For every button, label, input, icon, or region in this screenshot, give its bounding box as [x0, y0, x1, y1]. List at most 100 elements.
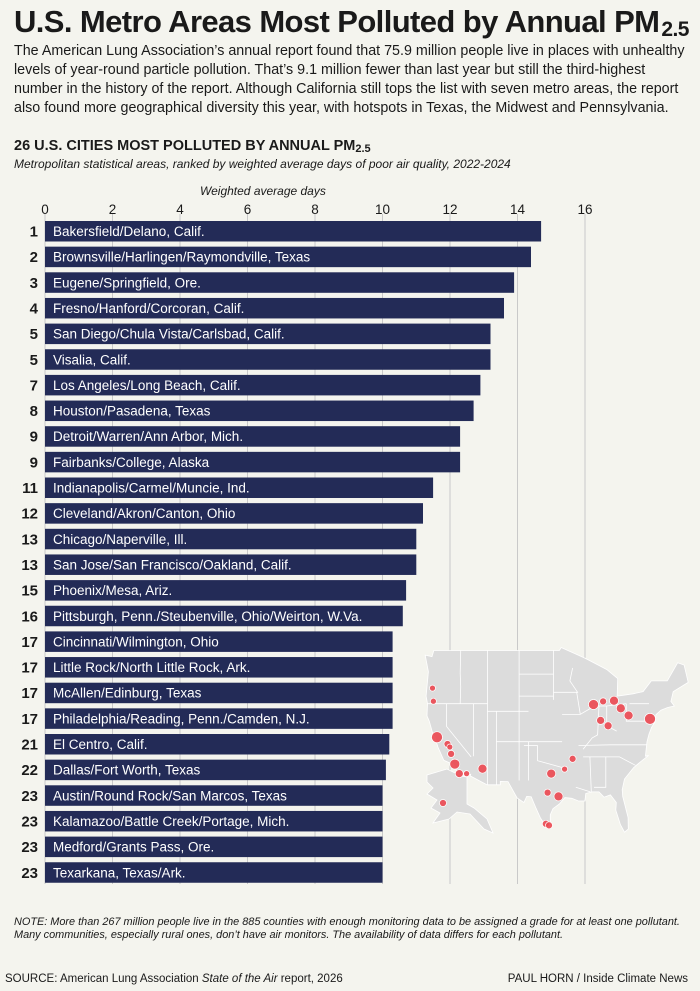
bar — [45, 221, 542, 242]
rank-label: 17 — [21, 711, 38, 728]
x-axis-ticks: 0 2 4 6 8 10 12 14 16 — [41, 202, 592, 217]
city-marker — [463, 770, 470, 777]
city-marker — [477, 763, 488, 774]
alaska-shape — [426, 768, 494, 834]
bar-label: Austin/Round Rock/San Marcos, Texas — [53, 788, 287, 803]
bar-label: Medford/Grants Pass, Ore. — [53, 840, 214, 855]
x-tick-label: 10 — [375, 202, 390, 217]
x-tick-label: 8 — [311, 202, 319, 217]
rank-label: 23 — [21, 865, 38, 882]
bar-label: Houston/Pasadena, Texas — [53, 404, 211, 419]
bar-label: San Jose/San Francisco/Oakland, Calif. — [53, 557, 292, 572]
chart-subtitle: Metropolitan statistical areas, ranked b… — [14, 157, 511, 171]
x-tick-label: 4 — [176, 202, 184, 217]
city-marker — [596, 716, 605, 725]
city-marker — [615, 703, 626, 714]
state-border — [583, 756, 636, 766]
x-tick-label: 0 — [41, 202, 49, 217]
source-suffix: report, 2026 — [277, 973, 343, 985]
bar-label: Visalia, Calif. — [53, 352, 131, 367]
title-text: U.S. Metro Areas Most Polluted by Annual… — [14, 4, 660, 39]
rank-label: 3 — [30, 275, 38, 292]
bar — [45, 503, 423, 524]
city-marker — [543, 788, 552, 797]
x-tick-label: 6 — [244, 202, 252, 217]
bar-label: Pittsburgh, Penn./Steubenville, Ohio/Wei… — [53, 609, 362, 624]
bar — [45, 400, 474, 422]
bar — [45, 477, 434, 498]
intro-paragraph: The American Lung Association’s annual r… — [14, 43, 685, 116]
chart-title-subscript: 2.5 — [355, 143, 371, 155]
rank-label: 16 — [21, 608, 38, 625]
bar-label: Fresno/Hanford/Corcoran, Calif. — [53, 301, 244, 316]
bar-label: Los Angeles/Long Beach, Calif. — [53, 378, 241, 393]
city-marker — [599, 697, 607, 706]
state-border — [537, 745, 563, 768]
contiguous-us-shape — [424, 646, 689, 833]
rank-label: 15 — [21, 583, 38, 600]
state-border — [553, 667, 579, 693]
us-map — [424, 646, 689, 834]
source-line: SOURCE: American Lung Association State … — [5, 973, 343, 985]
rank-label: 2 — [30, 249, 38, 266]
rank-label: 21 — [21, 737, 38, 754]
rank-label: 17 — [21, 685, 38, 702]
bar — [45, 451, 461, 473]
chart-title-text: 26 U.S. CITIES MOST POLLUTED BY ANNUAL P… — [14, 138, 356, 154]
city-marker — [561, 765, 568, 773]
bar — [45, 631, 393, 652]
rank-label: 17 — [21, 660, 38, 677]
rank-label: 4 — [30, 300, 39, 317]
bar-label: Chicago/Naperville, Ill. — [53, 532, 187, 547]
bar-label: Little Rock/North Little Rock, Ark. — [53, 660, 250, 675]
city-marker — [447, 750, 455, 758]
bars: 1 Bakersfield/Delano, Calif. 2 Brownsville/… — [21, 221, 542, 883]
city-marker — [446, 743, 454, 751]
state-border — [446, 703, 472, 758]
rank-label: 13 — [21, 557, 38, 574]
x-tick-label: 2 — [109, 202, 117, 217]
bar — [45, 580, 407, 601]
page-title: U.S. Metro Areas Most Polluted by Annual… — [14, 4, 689, 42]
bar-label: Kalamazoo/Battle Creek/Portage, Mich. — [53, 814, 289, 829]
state-border — [578, 744, 648, 746]
source-prefix: SOURCE: American Lung Association — [5, 973, 202, 985]
bar — [45, 657, 393, 678]
bar — [45, 605, 403, 627]
bar-label: San Diego/Chula Vista/Carlsbad, Calif. — [53, 327, 285, 342]
source-report-title: State of the Air — [201, 973, 278, 985]
rank-label: 13 — [21, 531, 38, 548]
bar-label: Bakersfield/Delano, Calif. — [53, 224, 205, 239]
city-marker — [546, 768, 557, 779]
x-tick-label: 14 — [510, 202, 526, 217]
rank-label: 5 — [30, 326, 38, 343]
bar — [45, 759, 386, 781]
bar-label: Philadelphia/Reading, Penn./Camden, N.J. — [53, 711, 310, 726]
bar — [45, 374, 481, 396]
bar-label: McAllen/Edinburg, Texas — [53, 686, 202, 701]
city-marker — [439, 799, 447, 807]
rank-label: 11 — [22, 480, 38, 497]
bar — [45, 810, 383, 832]
city-marker — [609, 695, 619, 706]
bar — [45, 272, 515, 293]
bar-label: Cleveland/Akron/Canton, Ohio — [53, 506, 235, 521]
bar-label: El Centro, Calif. — [53, 737, 148, 752]
state-border — [589, 756, 592, 792]
rank-label: 23 — [21, 788, 38, 805]
bar — [45, 682, 393, 704]
rank-label: 12 — [21, 506, 38, 523]
bar — [45, 246, 531, 268]
chart-title: 26 U.S. CITIES MOST POLLUTED BY ANNUAL P… — [14, 138, 371, 155]
city-marker — [588, 699, 599, 710]
bar — [45, 862, 383, 883]
rank-label: 8 — [30, 403, 38, 420]
bar-label: Cincinnati/Wilmington, Ohio — [53, 634, 219, 649]
city-marker — [568, 754, 577, 763]
state-border — [594, 756, 607, 788]
rank-label: 5 — [30, 352, 38, 369]
bar — [45, 426, 461, 447]
bar-label: Fairbanks/College, Alaska — [53, 455, 210, 470]
city-marker — [545, 821, 553, 830]
